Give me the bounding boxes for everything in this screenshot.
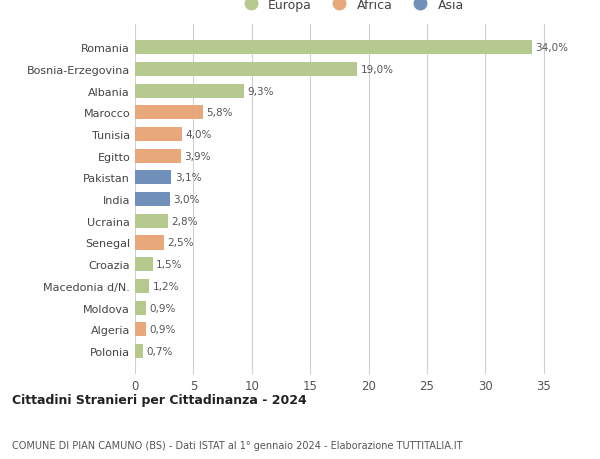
Bar xyxy=(135,84,244,99)
Bar xyxy=(135,279,149,293)
Legend: Europa, Africa, Asia: Europa, Africa, Asia xyxy=(234,0,468,16)
Text: 1,5%: 1,5% xyxy=(156,260,182,269)
Text: 3,9%: 3,9% xyxy=(184,151,211,162)
Bar xyxy=(135,106,203,120)
Text: 0,9%: 0,9% xyxy=(149,303,175,313)
Bar xyxy=(135,149,181,163)
Text: Cittadini Stranieri per Cittadinanza - 2024: Cittadini Stranieri per Cittadinanza - 2… xyxy=(12,393,307,406)
Bar xyxy=(135,41,532,55)
Bar xyxy=(135,63,357,77)
Text: 1,2%: 1,2% xyxy=(152,281,179,291)
Text: 19,0%: 19,0% xyxy=(361,65,394,75)
Text: 4,0%: 4,0% xyxy=(185,130,212,140)
Bar xyxy=(135,193,170,207)
Bar xyxy=(135,301,146,315)
Text: 3,0%: 3,0% xyxy=(173,195,200,205)
Text: 9,3%: 9,3% xyxy=(247,86,274,96)
Bar xyxy=(135,257,152,272)
Text: 0,7%: 0,7% xyxy=(146,346,173,356)
Text: 0,9%: 0,9% xyxy=(149,325,175,335)
Text: 2,5%: 2,5% xyxy=(167,238,194,248)
Bar xyxy=(135,128,182,142)
Text: 5,8%: 5,8% xyxy=(206,108,233,118)
Text: 34,0%: 34,0% xyxy=(535,43,568,53)
Text: 2,8%: 2,8% xyxy=(171,216,197,226)
Text: COMUNE DI PIAN CAMUNO (BS) - Dati ISTAT al 1° gennaio 2024 - Elaborazione TUTTIT: COMUNE DI PIAN CAMUNO (BS) - Dati ISTAT … xyxy=(12,440,463,450)
Text: 3,1%: 3,1% xyxy=(175,173,201,183)
Bar xyxy=(135,323,146,336)
Bar xyxy=(135,214,167,228)
Bar xyxy=(135,344,143,358)
Bar xyxy=(135,171,171,185)
Bar xyxy=(135,236,164,250)
